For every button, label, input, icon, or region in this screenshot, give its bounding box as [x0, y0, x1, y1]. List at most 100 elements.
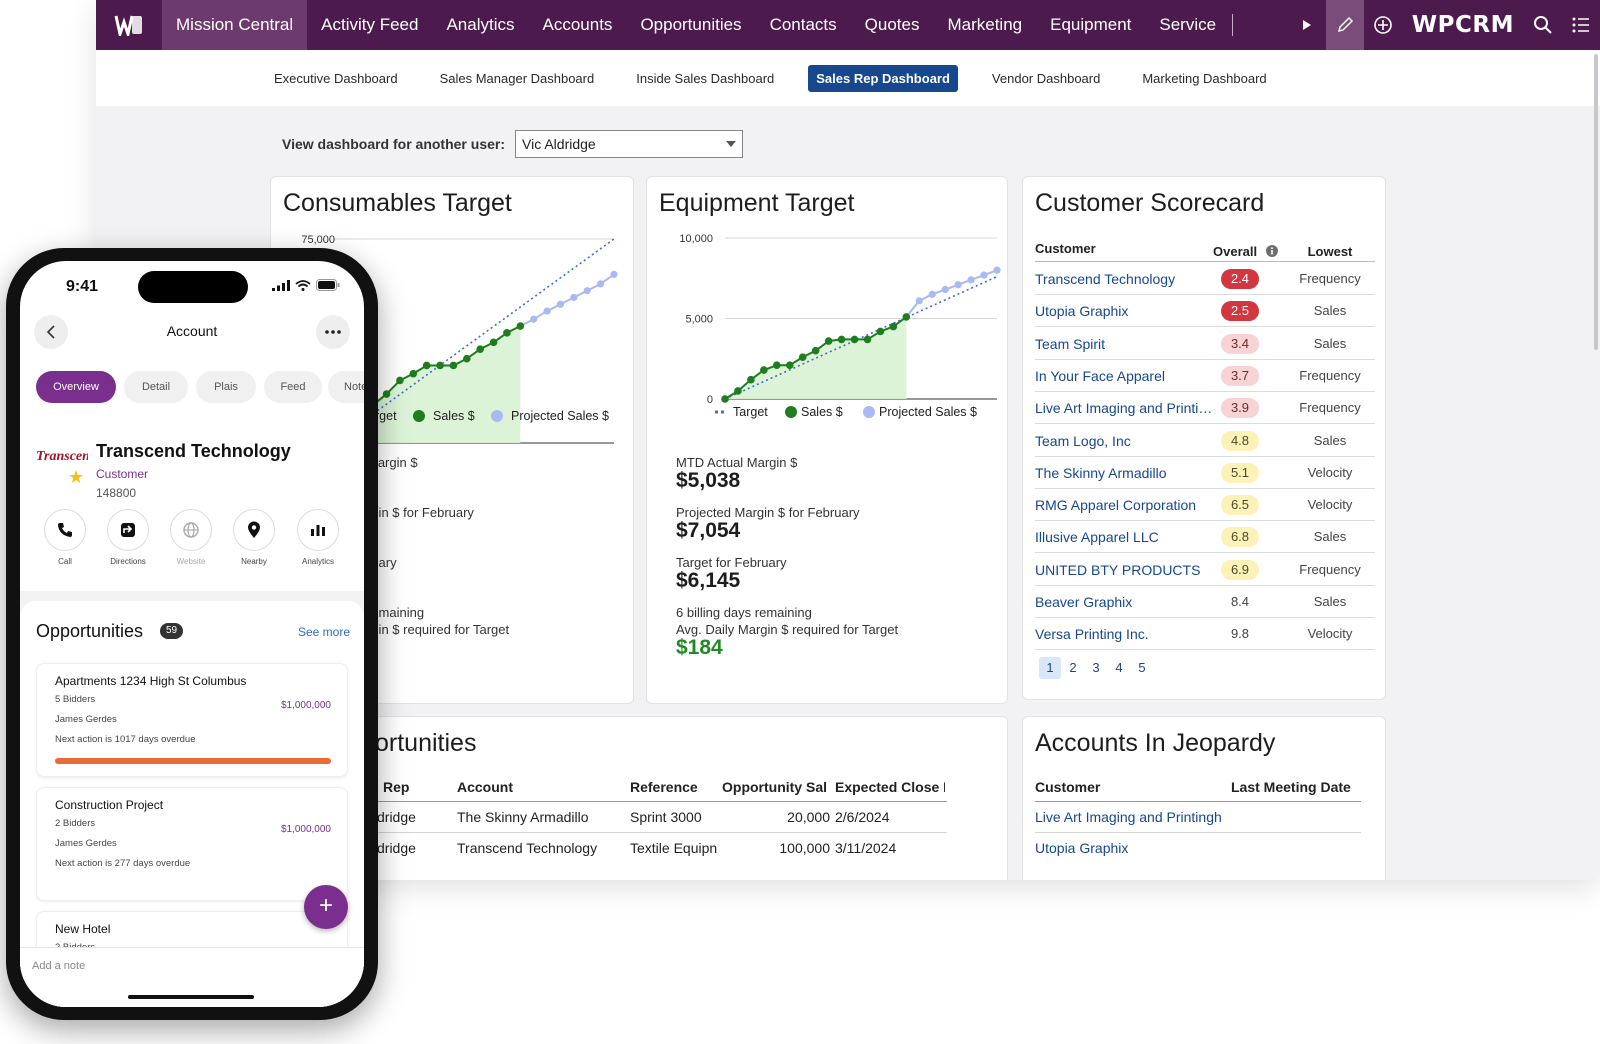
- directions-icon: [121, 523, 135, 537]
- sales-area: [333, 326, 521, 443]
- play-icon[interactable]: [1288, 0, 1326, 50]
- scorecard-customer-link[interactable]: Beaver Graphix: [1035, 594, 1133, 610]
- sales-point: [721, 395, 729, 403]
- opp-header-close: Expected Close I: [835, 779, 945, 795]
- tab-feed[interactable]: Feed: [264, 371, 322, 403]
- jeopardy-row1[interactable]: Live Art Imaging and Printingh: [1035, 809, 1222, 825]
- lowest-metric: Velocity: [1307, 464, 1353, 480]
- scorecard-customer-link[interactable]: Illusive Apparel LLC: [1035, 529, 1159, 546]
- pencil-icon[interactable]: [1325, 0, 1364, 50]
- scorecard-row: Beaver Graphix 8.4 Sales: [1035, 586, 1375, 618]
- scorecard-customer-link[interactable]: In Your Face Apparel: [1035, 367, 1165, 384]
- consumables-stat-1: Margin $: [367, 455, 418, 470]
- add-note-input[interactable]: Add a note: [32, 960, 86, 972]
- nav-service[interactable]: Service: [1159, 15, 1217, 34]
- scorecard-row: UNITED BTY PRODUCTS 6.9 Frequency: [1035, 554, 1375, 586]
- tab-overview[interactable]: Overview: [36, 371, 116, 403]
- scorecard-customer-link[interactable]: RMG Apparel Corporation: [1035, 497, 1197, 514]
- page-5-button[interactable]: 5: [1138, 660, 1146, 675]
- overall-score-badge: 5.1: [1221, 462, 1259, 483]
- nav-analytics[interactable]: Analytics: [446, 15, 515, 34]
- tab-inside-sales-dashboard[interactable]: Inside Sales Dashboard: [636, 70, 775, 86]
- legend-sales-swatch: [413, 410, 425, 422]
- add-fab-button[interactable]: +: [304, 885, 348, 929]
- tab-executive-dashboard[interactable]: Executive Dashboard: [274, 70, 398, 86]
- projected-point: [530, 315, 538, 323]
- directions-action[interactable]: Directions: [102, 509, 154, 566]
- nav-marketing[interactable]: Marketing: [947, 15, 1023, 34]
- star-icon[interactable]: ★: [68, 467, 85, 487]
- opp-row2-account[interactable]: Transcend Technology: [457, 840, 598, 856]
- sales-point: [396, 376, 404, 385]
- scorecard-customer-link[interactable]: Utopia Graphix: [1035, 303, 1129, 320]
- nav-quotes[interactable]: Quotes: [864, 15, 920, 34]
- scorecard-customer-link[interactable]: Transcend Technology: [1035, 271, 1176, 287]
- legend-projected-swatch: [491, 410, 503, 422]
- consumables-title: Consumables Target: [283, 189, 512, 217]
- tab-vendor-dashboard[interactable]: Vendor Dashboard: [991, 70, 1101, 86]
- directions-label: Directions: [110, 557, 146, 566]
- scorecard-customer-link[interactable]: Team Spirit: [1035, 335, 1106, 352]
- search-icon[interactable]: [1524, 0, 1562, 50]
- tab-sales-manager-dashboard[interactable]: Sales Manager Dashboard: [439, 70, 595, 86]
- opportunity-title: Construction Project: [55, 798, 164, 812]
- projected-point: [928, 290, 936, 298]
- projected-point: [570, 293, 578, 302]
- analytics-action[interactable]: Analytics: [292, 509, 344, 566]
- see-more-link[interactable]: See more: [297, 625, 350, 639]
- opportunity-card[interactable]: Construction Project 2 Bidders James Ger…: [36, 787, 348, 901]
- jeopardy-row2[interactable]: Utopia Graphix: [1035, 840, 1129, 856]
- add-circle-icon[interactable]: [1364, 0, 1402, 50]
- tab-detail[interactable]: Detail: [124, 371, 188, 403]
- opp-header-line: [375, 801, 947, 802]
- jeopardy-card: Accounts In Jeopardy Customer Last Meeti…: [1022, 716, 1386, 880]
- opp-row-line: [375, 832, 947, 833]
- lowest-metric: Sales: [1313, 529, 1347, 545]
- tab-note[interactable]: Note: [328, 371, 364, 403]
- bar-chart-icon: [311, 525, 325, 536]
- sales-point: [503, 329, 511, 337]
- jeopardy-header-line: [1035, 801, 1361, 802]
- nearby-action[interactable]: Nearby: [228, 509, 280, 566]
- nav-opportunities[interactable]: Opportunities: [640, 15, 742, 34]
- nav-contacts[interactable]: Contacts: [769, 15, 837, 34]
- scorecard-customer-link[interactable]: Team Logo, Inc: [1035, 432, 1131, 449]
- more-button[interactable]: [316, 315, 350, 349]
- tab-plais[interactable]: Plais: [196, 371, 256, 403]
- page-1-button[interactable]: 1: [1039, 657, 1061, 679]
- info-icon[interactable]: [1266, 245, 1278, 257]
- app-logo[interactable]: [96, 0, 162, 50]
- scorecard-header-overall: Overall: [1213, 244, 1258, 259]
- opp-row1-account[interactable]: The Skinny Armadillo: [457, 809, 589, 825]
- page-4-button[interactable]: 4: [1115, 660, 1123, 675]
- scorecard-customer-link[interactable]: Versa Printing Inc.: [1035, 626, 1149, 643]
- opp-header-reference: Reference: [630, 779, 698, 795]
- opp-row2-close: 3/11/2024: [835, 840, 897, 856]
- scrollbar-thumb[interactable]: [1594, 54, 1598, 350]
- sales-point: [902, 313, 911, 321]
- nav-mission-central[interactable]: Mission Central: [162, 0, 308, 50]
- nav-accounts[interactable]: Accounts: [542, 15, 613, 34]
- home-indicator: [128, 995, 254, 999]
- tab-marketing-dashboard[interactable]: Marketing Dashboard: [1142, 70, 1267, 86]
- opportunity-card[interactable]: Apartments 1234 High St Columbus 5 Bidde…: [36, 663, 348, 777]
- page-2-button[interactable]: 2: [1069, 660, 1077, 675]
- dashboard-tabs: Executive Dashboard Sales Manager Dashbo…: [96, 50, 1600, 106]
- opportunities-card: ortunities Rep Account Reference Opportu…: [270, 716, 1008, 880]
- user-select[interactable]: Vic Aldridge: [515, 130, 744, 158]
- scorecard-customer-link[interactable]: The Skinny Armadillo: [1035, 464, 1167, 481]
- opportunity-owner: James Gerdes: [55, 838, 117, 849]
- call-action[interactable]: Call: [39, 509, 91, 566]
- sales-point: [760, 366, 768, 374]
- scorecard-customer-link[interactable]: UNITED BTY PRODUCTS: [1035, 561, 1201, 578]
- menu-icon[interactable]: [1562, 0, 1600, 50]
- billing-days-label: 6 billing days remaining: [676, 605, 812, 620]
- scorecard-customer-link[interactable]: Live Art Imaging and Printing: [1035, 400, 1213, 417]
- tab-sales-rep-dashboard[interactable]: Sales Rep Dashboard: [808, 64, 958, 92]
- website-action[interactable]: Website: [165, 509, 217, 566]
- page-3-button[interactable]: 3: [1092, 660, 1100, 675]
- back-button[interactable]: [34, 315, 68, 349]
- nav-equipment[interactable]: Equipment: [1050, 15, 1132, 34]
- nav-activity-feed[interactable]: Activity Feed: [321, 15, 419, 34]
- sales-point: [889, 322, 898, 331]
